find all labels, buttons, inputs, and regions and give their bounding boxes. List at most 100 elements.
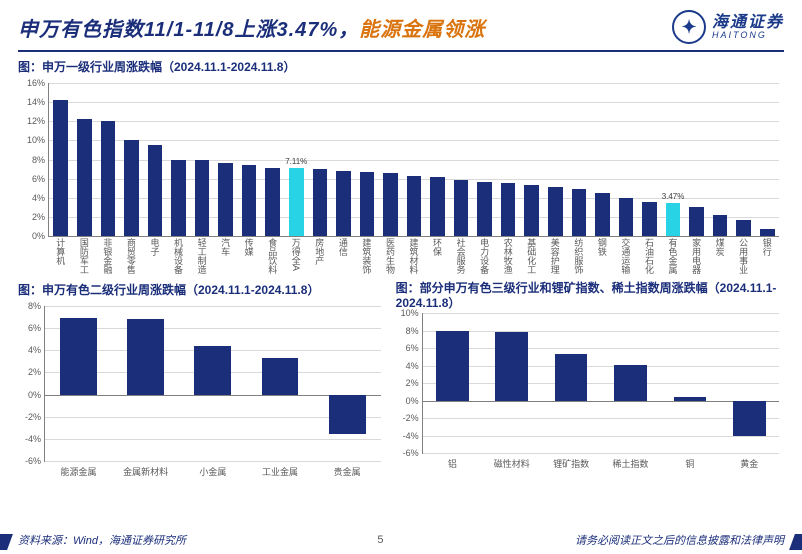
xlabel: 农林牧渔	[502, 238, 515, 274]
bar-value-label: 7.11%	[285, 157, 307, 166]
xlabel: 建筑装饰	[360, 238, 373, 274]
xlabel: 万得全A	[290, 238, 303, 271]
bar	[760, 229, 775, 236]
xlabel: 黄金	[740, 457, 758, 470]
footer: 资料来源：Wind，海通证券研究所 5 请务必阅读正文之后的信息披露和法律声明	[18, 532, 784, 548]
xlabel: 医药生物	[384, 238, 397, 274]
xlabel: 工业金属	[262, 465, 298, 478]
xlabel: 环保	[431, 238, 444, 256]
xlabel: 国防军工	[78, 238, 91, 274]
bar	[124, 140, 139, 236]
xlabel: 机械设备	[172, 238, 185, 274]
xlabel: 小金属	[199, 465, 226, 478]
ytick: 8%	[406, 326, 419, 336]
chart2-title: 图：申万有色二级行业周涨跌幅（2024.11.1-2024.11.8）	[18, 279, 386, 302]
logo-en: HAITONG	[712, 31, 784, 40]
bar	[242, 165, 257, 236]
bar	[313, 169, 328, 236]
chart1-title: 图：申万一级行业周涨跌幅（2024.11.1-2024.11.8）	[0, 56, 802, 79]
xlabel: 公用事业	[737, 238, 750, 274]
bar	[595, 193, 610, 236]
bar	[555, 354, 588, 400]
footer-deco-right	[789, 534, 802, 550]
ytick: -2%	[25, 412, 41, 422]
bar	[360, 172, 375, 236]
ytick: -6%	[403, 448, 419, 458]
xlabel: 能源金属	[61, 465, 97, 478]
ytick: 0%	[28, 390, 41, 400]
logo-cn: 海通证券	[712, 15, 784, 31]
bar	[127, 319, 164, 394]
bar	[430, 177, 445, 236]
xlabel: 汽车	[219, 238, 232, 256]
xlabel: 金属新材料	[123, 465, 168, 478]
ytick: 8%	[32, 155, 45, 165]
xlabel: 磁性材料	[494, 457, 530, 470]
bar	[436, 331, 469, 401]
xlabel: 商贸零售	[125, 238, 138, 274]
xlabel: 计算机	[54, 238, 67, 265]
chart3: -6%-4%-2%0%2%4%6%8%10%铝磁性材料锂矿指数稀土指数铜黄金	[386, 309, 784, 474]
ytick: 0%	[32, 231, 45, 241]
ytick: 0%	[406, 396, 419, 406]
xlabel: 交通运输	[619, 238, 632, 274]
bar	[195, 160, 210, 236]
footer-deco-left	[0, 534, 13, 550]
xlabel: 通信	[337, 238, 350, 256]
bar	[501, 183, 516, 236]
page-title: 申万有色指数11/1-11/8上涨3.47%，能源金属领涨	[18, 13, 485, 42]
ytick: 12%	[27, 116, 45, 126]
bar	[572, 189, 587, 236]
header-divider	[18, 50, 784, 52]
bar	[383, 173, 398, 236]
xlabel: 钢铁	[596, 238, 609, 256]
ytick: 6%	[406, 343, 419, 353]
title-main: 申万有色指数11/1-11/8上涨3.47%，	[18, 19, 359, 41]
xlabel: 铜	[685, 457, 694, 470]
bar	[736, 220, 751, 236]
bar	[194, 346, 231, 395]
title-accent: 能源金属领涨	[359, 19, 485, 41]
xlabel: 食品饮料	[266, 238, 279, 274]
ytick: 10%	[401, 308, 419, 318]
ytick: 2%	[28, 367, 41, 377]
bar	[60, 318, 97, 394]
chart1: 0%2%4%6%8%10%12%14%16%计算机国防军工非银金融商贸零售电子机…	[18, 79, 784, 279]
xlabel: 石油石化	[643, 238, 656, 274]
charts-row: 图：申万有色二级行业周涨跌幅（2024.11.1-2024.11.8） -6% -…	[0, 279, 802, 482]
bar	[674, 397, 707, 401]
bar	[713, 215, 728, 236]
xlabel: 非银金融	[101, 238, 114, 274]
bar	[689, 207, 704, 236]
bar	[524, 185, 539, 236]
bar	[407, 176, 422, 236]
xlabel: 有色金属	[667, 238, 680, 274]
ytick: -6%	[25, 456, 41, 466]
bar	[101, 121, 116, 236]
xlabel: 贵金属	[334, 465, 361, 478]
bar	[614, 365, 647, 401]
source-text: 资料来源：Wind，海通证券研究所	[18, 532, 186, 548]
xlabel: 铝	[448, 457, 457, 470]
bar	[329, 395, 366, 435]
ytick: -2%	[403, 413, 419, 423]
bar	[265, 168, 280, 236]
bar-value-label: 3.47%	[662, 192, 685, 201]
header: 申万有色指数11/1-11/8上涨3.47%，能源金属领涨 ✦ 海通证券 HAI…	[0, 0, 802, 48]
xlabel: 银行	[761, 238, 774, 256]
ytick: -4%	[25, 434, 41, 444]
ytick: 2%	[32, 212, 45, 222]
bar	[148, 145, 163, 236]
ytick: 16%	[27, 78, 45, 88]
xlabel: 电力设备	[478, 238, 491, 274]
bar	[477, 182, 492, 237]
ytick: 4%	[28, 345, 41, 355]
bar	[171, 160, 186, 237]
bar	[619, 198, 634, 236]
bar	[53, 100, 68, 236]
ytick: 10%	[27, 135, 45, 145]
xlabel: 家用电器	[690, 238, 703, 274]
bar	[642, 202, 657, 236]
xlabel: 房地产	[313, 238, 326, 265]
bar	[336, 171, 351, 236]
